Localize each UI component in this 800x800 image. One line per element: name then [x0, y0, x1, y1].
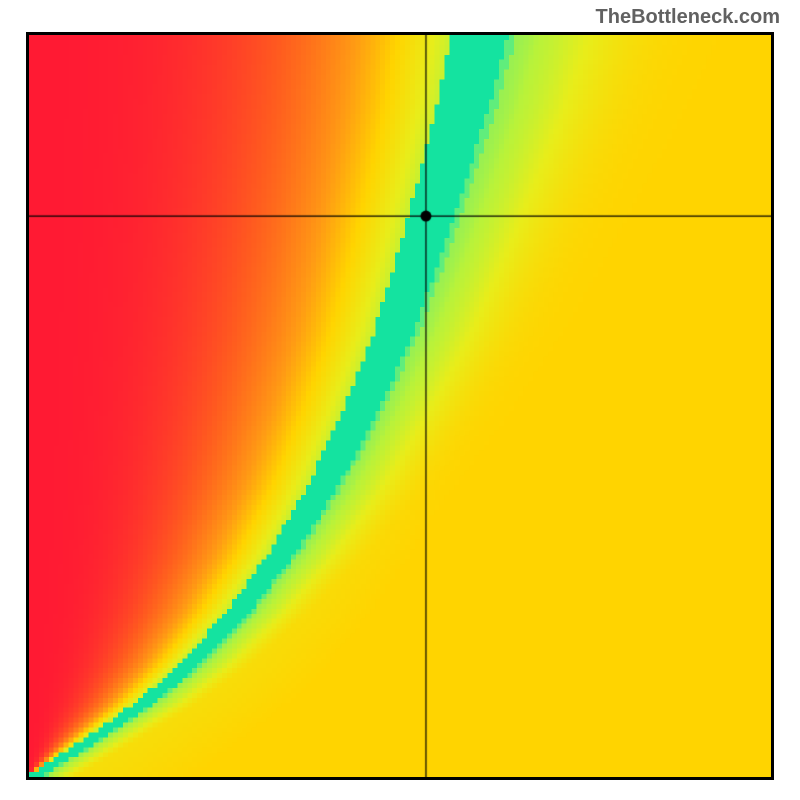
watermark-text: TheBottleneck.com [596, 6, 780, 29]
chart-container: TheBottleneck.com [0, 0, 800, 800]
crosshair-overlay [29, 35, 771, 777]
heatmap-plot [26, 32, 774, 780]
